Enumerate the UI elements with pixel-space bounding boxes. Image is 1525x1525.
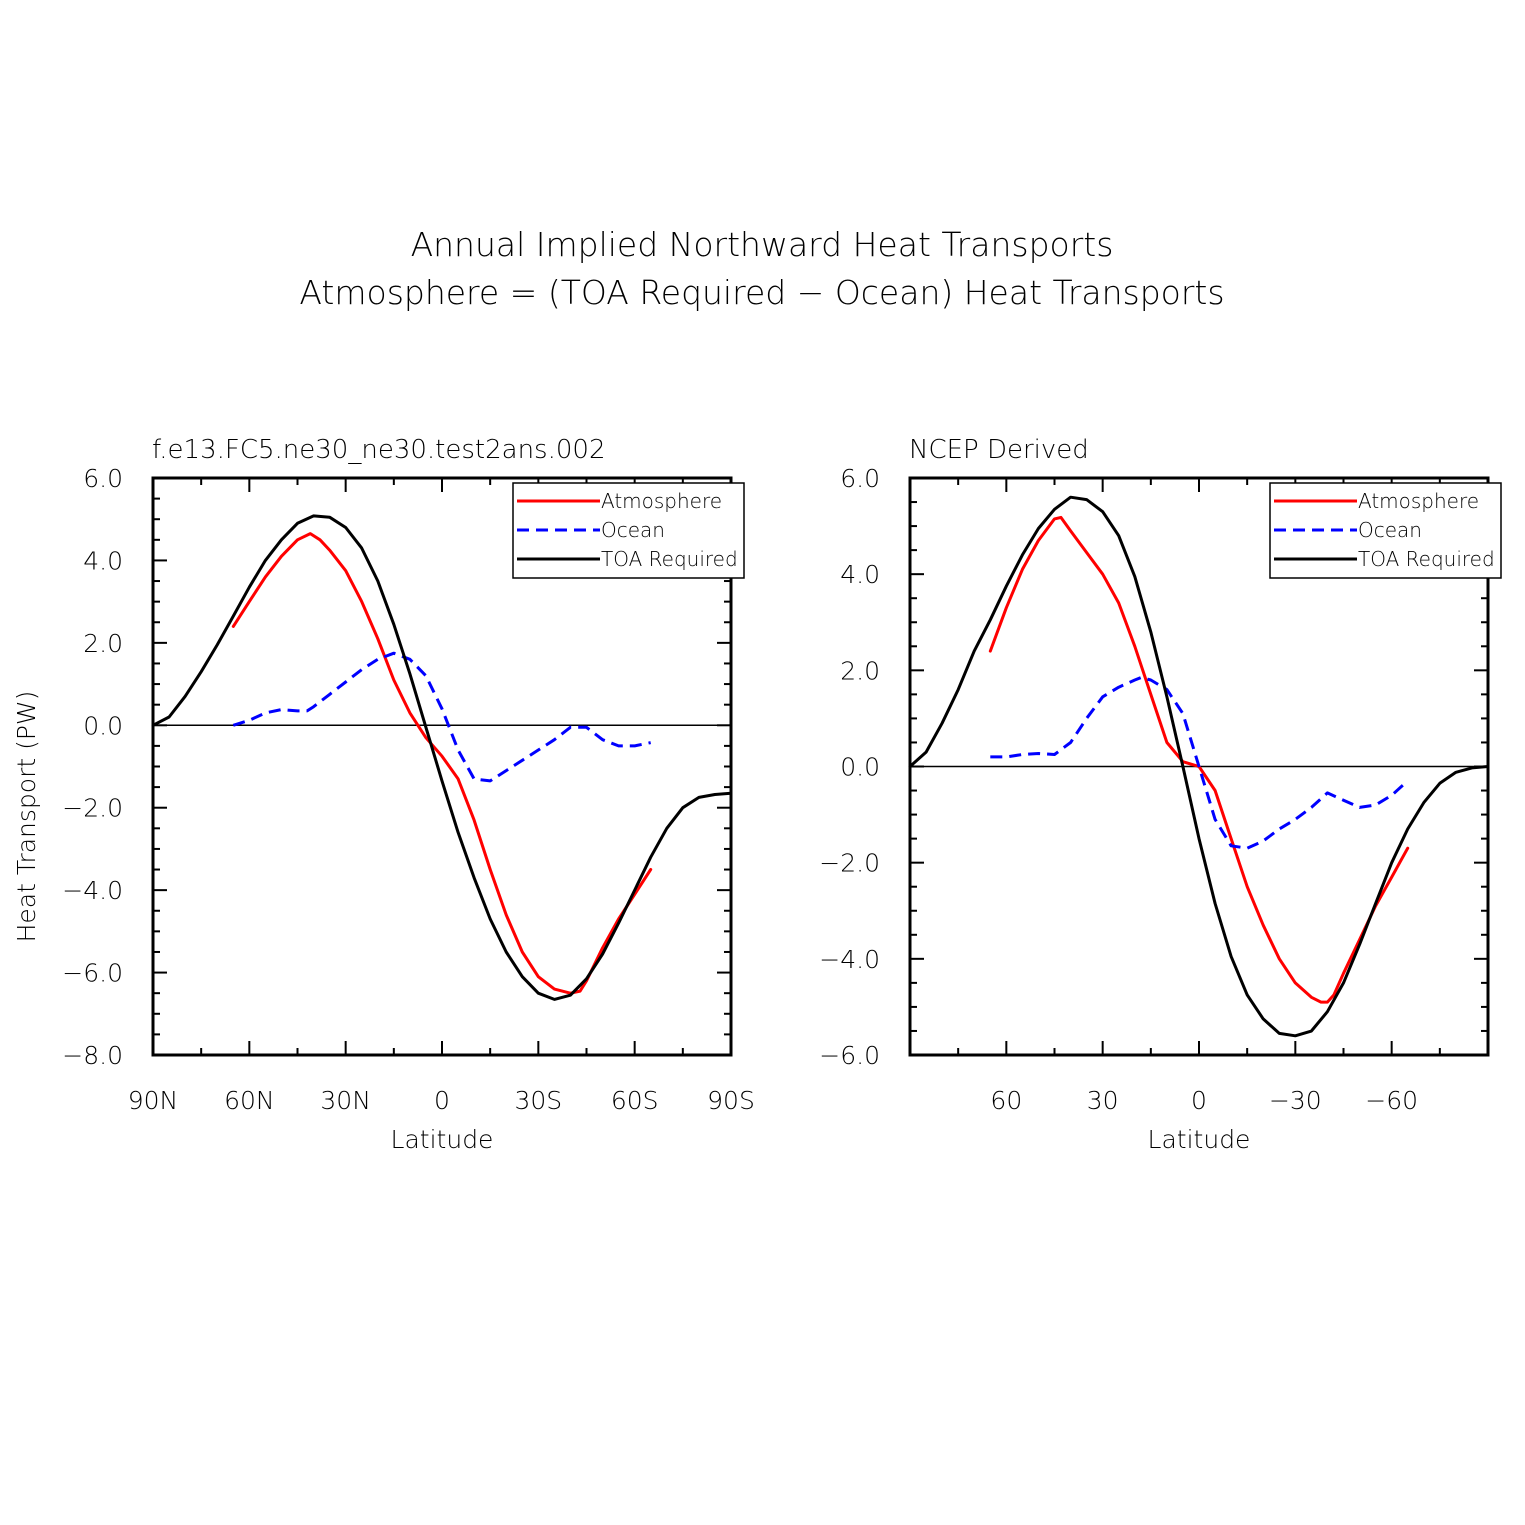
x-tick-label: 90N bbox=[128, 1086, 179, 1115]
legend-label-toa-required: TOA Required bbox=[1358, 547, 1495, 571]
series-line-ocean bbox=[232, 651, 652, 783]
legend-box bbox=[1269, 482, 1502, 579]
y-tick-label: 2.0 bbox=[840, 656, 880, 685]
x-axis-label: Latitude bbox=[391, 1125, 494, 1154]
y-tick-label: −6.0 bbox=[62, 959, 123, 988]
figure-title-line2: Atmosphere = (TOA Required − Ocean) Heat… bbox=[299, 273, 1224, 312]
x-tick-label: 60S bbox=[611, 1086, 659, 1115]
left-panel: f.e13.FC5.ne30_ne30.test2ans.002 6.0 4.0 2.… bbox=[12, 435, 755, 1154]
y-tick-label: 2.0 bbox=[83, 629, 123, 658]
y-axis-label: Heat Transport (PW) bbox=[12, 691, 41, 943]
legend-label-ocean: Ocean bbox=[601, 518, 665, 542]
x-tick-label: 60 bbox=[990, 1086, 1022, 1115]
y-tick-label: 4.0 bbox=[840, 560, 880, 589]
x-tick-label: 30 bbox=[1087, 1086, 1119, 1115]
legend-label-ocean: Ocean bbox=[1358, 518, 1422, 542]
y-tick-label: −2.0 bbox=[62, 794, 123, 823]
x-tick-label: 90S bbox=[707, 1086, 755, 1115]
x-tick-label: 0 bbox=[1191, 1086, 1207, 1115]
x-tick-label: 0 bbox=[434, 1086, 450, 1115]
y-tick-label: −6.0 bbox=[819, 1041, 880, 1070]
y-tick-label: 4.0 bbox=[83, 546, 123, 575]
x-tick-label: 30S bbox=[514, 1086, 562, 1115]
y-tick-label: −4.0 bbox=[819, 945, 880, 974]
series-line-atmosphere bbox=[988, 515, 1410, 1004]
x-tick-label: 60N bbox=[224, 1086, 275, 1115]
x-tick-label: −30 bbox=[1269, 1086, 1322, 1115]
y-tick-label: −4.0 bbox=[62, 876, 123, 905]
x-axis-label: Latitude bbox=[1148, 1125, 1251, 1154]
right-panel: NCEP Derived 6.0 4.0 2.0 0.0 −2.0 −4.0 −6.0 60 30… bbox=[819, 435, 1502, 1154]
y-tick-label: −8.0 bbox=[62, 1041, 123, 1070]
legend-box bbox=[512, 482, 745, 579]
y-tick-label: 0.0 bbox=[840, 753, 880, 782]
y-tick-label: −2.0 bbox=[819, 849, 880, 878]
figure-title-line1: Annual Implied Northward Heat Transports bbox=[411, 225, 1114, 264]
legend-label-atmosphere: Atmosphere bbox=[1358, 489, 1479, 513]
x-tick-label: −60 bbox=[1365, 1086, 1418, 1115]
legend-label-atmosphere: Atmosphere bbox=[601, 489, 722, 513]
y-tick-label: 0.0 bbox=[83, 711, 123, 740]
series-line-ocean bbox=[990, 676, 1409, 850]
series-line-toa-required bbox=[151, 514, 733, 1001]
panel-title: f.e13.FC5.ne30_ne30.test2ans.002 bbox=[152, 435, 606, 465]
series-line-toa-required bbox=[908, 495, 1490, 1038]
legend-label-toa-required: TOA Required bbox=[601, 547, 738, 571]
y-tick-label: 6.0 bbox=[840, 464, 880, 493]
y-tick-label: 6.0 bbox=[83, 464, 123, 493]
series-line-atmosphere bbox=[231, 532, 653, 995]
x-tick-label: 30N bbox=[320, 1086, 371, 1115]
panel-title: NCEP Derived bbox=[909, 435, 1089, 465]
